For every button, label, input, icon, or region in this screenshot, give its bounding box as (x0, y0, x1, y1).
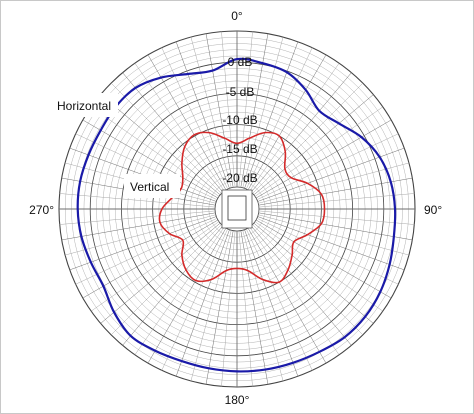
grid-spoke (250, 225, 352, 346)
radial-label-10db: -10 dB (222, 113, 257, 127)
grid-spoke (91, 106, 220, 197)
grid-spoke (240, 33, 269, 188)
grid-spoke (249, 63, 340, 192)
grid-spoke (258, 210, 415, 225)
grid-spoke (82, 219, 219, 299)
grid-spoke (257, 216, 405, 271)
grid-spoke (250, 72, 352, 193)
series-line-horizontal (76, 57, 397, 373)
grid-spoke (238, 31, 253, 188)
series-layer (76, 57, 397, 373)
grid-spoke (91, 221, 220, 312)
radial-label-15db: -15 dB (222, 142, 257, 156)
grid-spoke (258, 212, 413, 241)
grid-spoke (75, 218, 218, 285)
label-layer: 0° 90° 180° 270° 0 dB -5 dB -10 dB -15 d… (29, 9, 442, 407)
angle-label-0: 0° (231, 9, 243, 23)
angle-label-90: 90° (424, 203, 442, 217)
grid-spoke (247, 54, 327, 191)
grid-spoke (175, 41, 230, 189)
grid-spoke (244, 229, 299, 377)
grid-spoke (190, 230, 232, 381)
grid-spoke (221, 230, 236, 387)
vertical-label-bg (124, 174, 180, 198)
grid-spoke (252, 224, 364, 336)
grid-spoke (247, 227, 327, 364)
grid-spoke (221, 31, 236, 188)
angle-label-270: 270° (29, 203, 54, 217)
center-mic-body (227, 195, 247, 221)
grid-spoke (69, 216, 217, 271)
grid-spoke (65, 214, 216, 256)
grid-spoke (190, 37, 232, 188)
grid-spoke (161, 228, 228, 371)
vertical-series-label: Vertical (130, 180, 169, 194)
horizontal-label-bg (52, 93, 118, 117)
grid-spoke (254, 221, 383, 312)
grid-spoke (257, 147, 405, 202)
grid-spoke (238, 230, 253, 387)
grid-spoke (258, 193, 415, 208)
grid-spoke (59, 210, 216, 225)
grid-spoke (61, 212, 216, 241)
grid-spoke (253, 94, 374, 196)
grid-spoke (122, 225, 224, 346)
grid-spoke (122, 72, 224, 193)
grid-spoke (240, 230, 269, 385)
center-mic-box (221, 189, 253, 229)
grid-spoke (246, 228, 313, 371)
grid-spoke (161, 47, 228, 190)
angle-label-180: 180° (225, 393, 250, 407)
grid-spoke (134, 63, 225, 192)
grid-spoke (59, 193, 216, 208)
grid-spoke (255, 219, 392, 299)
grid-spoke (82, 119, 219, 199)
radial-label-0db: 0 dB (228, 55, 253, 69)
grid-spoke (147, 227, 227, 364)
grid-spoke (205, 33, 234, 188)
grid-spoke (110, 224, 222, 336)
grid-spoke (254, 106, 383, 197)
grid-spoke (100, 222, 221, 324)
grid-spoke (249, 226, 340, 355)
grid-spoke (252, 82, 364, 194)
grid-spoke (256, 133, 399, 200)
grid-spoke (134, 226, 225, 355)
grid-spoke (242, 230, 284, 381)
grid-spoke (205, 230, 234, 385)
grid-spoke (75, 133, 218, 200)
grid-spoke (100, 94, 221, 196)
grid-spoke (246, 47, 313, 190)
radial-label-5db: -5 dB (226, 85, 255, 99)
grid-spoke (244, 41, 299, 189)
radial-label-20db: -20 dB (222, 171, 257, 185)
grid-spoke (255, 119, 392, 199)
grid-spoke (256, 218, 399, 285)
grid-spoke (258, 177, 413, 206)
series-line-vertical (158, 131, 326, 284)
grid-spoke (110, 82, 222, 194)
grid-spoke (175, 229, 230, 377)
grid-spoke (253, 222, 374, 324)
horizontal-series-label: Horizontal (57, 99, 111, 113)
grid-spokes (59, 31, 415, 387)
grid-spoke (258, 214, 409, 256)
grid-spoke (242, 37, 284, 188)
grid-spoke (258, 162, 409, 204)
